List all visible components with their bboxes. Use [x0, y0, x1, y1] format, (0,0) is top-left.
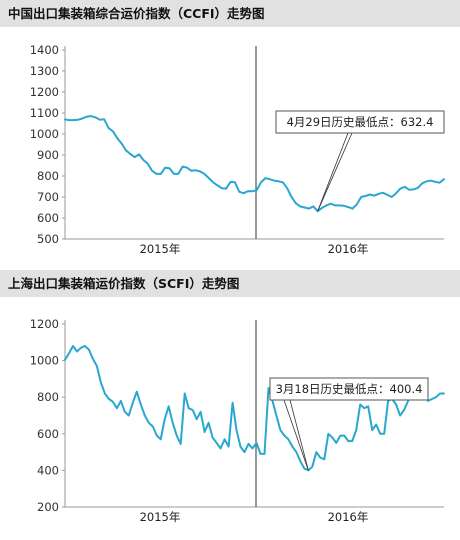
- y-tick-label: 900: [37, 148, 59, 162]
- callout-pointer: [289, 399, 309, 471]
- ccfi-title: 中国出口集装箱综合运价指数（CCFI）走势图: [0, 0, 460, 27]
- callout-pointer: [317, 132, 353, 212]
- scfi-panel: 上海出口集装箱运价指数（SCFI）走势图 1200 1000 800 600 400 20…: [0, 270, 460, 540]
- callout-box: [275, 110, 445, 134]
- callout-pointer: [283, 399, 309, 471]
- y-tick-label: 800: [37, 390, 59, 404]
- callout-label: 3月18日历史最低点：400.4: [276, 382, 423, 396]
- y-tick-label: 500: [37, 232, 59, 246]
- x-year-label: 2016年: [328, 510, 369, 524]
- callout-pointer: [317, 132, 349, 212]
- x-year-label: 2016年: [328, 242, 369, 256]
- y-tick-label: 1200: [30, 317, 59, 331]
- y-tick-label: 800: [37, 169, 59, 183]
- y-tick-label: 600: [37, 211, 59, 225]
- scfi-title: 上海出口集装箱运价指数（SCFI）走势图: [0, 270, 460, 297]
- x-year-label: 2015年: [140, 510, 181, 524]
- y-tick-label: 700: [37, 190, 59, 204]
- y-tick-label: 200: [37, 500, 59, 514]
- y-tick-label: 1200: [30, 85, 59, 99]
- y-tick-label: 1000: [30, 127, 59, 141]
- y-tick-label: 1100: [30, 106, 59, 120]
- y-tick-label: 400: [37, 463, 59, 477]
- y-tick-label: 1000: [30, 354, 59, 368]
- scfi-chart: 1200 1000 800 600 400 200 2015年 2016年 3月18日历史最低点…: [30, 317, 445, 524]
- ccfi-panel: 中国出口集装箱综合运价指数（CCFI）走势图 1400 1300 1200 1100 1…: [0, 0, 460, 262]
- y-tick-label: 600: [37, 427, 59, 441]
- y-tick-label: 1300: [30, 64, 59, 78]
- y-tick-label: 1400: [30, 43, 59, 57]
- callout-label: 4月29日历史最低点：632.4: [287, 115, 434, 129]
- ccfi-chart: 1400 1300 1200 1100 1000 900 800 700 600 500 2015年…: [30, 43, 445, 256]
- callout-box: [269, 377, 429, 401]
- x-year-label: 2015年: [140, 242, 181, 256]
- series-line: [64, 115, 445, 213]
- series-line: [64, 345, 445, 472]
